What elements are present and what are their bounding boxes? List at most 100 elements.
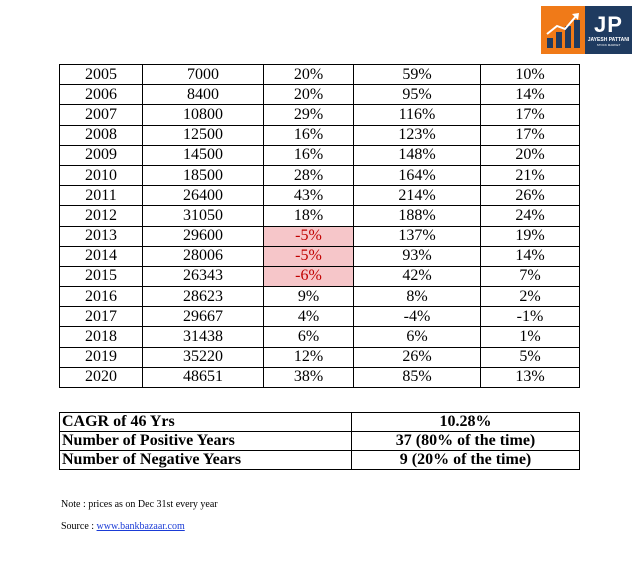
table-row: 2007 10800 29% 116% 17% — [59, 104, 580, 126]
table-row: 2019 35220 12% 26% 5% — [59, 346, 580, 368]
change-cell: 9% — [263, 286, 354, 308]
change-cell: -5% — [263, 245, 354, 267]
annualized-cell: 5% — [480, 346, 580, 368]
brand-logo: JP JAYESH PATTANI STOCK MARKET — [541, 6, 632, 54]
return-cell: 93% — [353, 245, 481, 267]
return-cell: -4% — [353, 306, 481, 328]
table-row: 2018 31438 6% 6% 1% — [59, 326, 580, 348]
annualized-cell: -1% — [480, 306, 580, 328]
change-cell: 18% — [263, 205, 354, 227]
annualized-cell: 26% — [480, 185, 580, 207]
change-cell: 38% — [263, 366, 354, 389]
year-cell: 2019 — [59, 346, 143, 368]
return-cell: 6% — [353, 326, 481, 348]
annualized-cell: 7% — [480, 265, 580, 288]
annualized-cell: 24% — [480, 205, 580, 227]
change-cell: 4% — [263, 306, 354, 328]
table-row: 2020 48651 38% 85% 13% — [59, 366, 580, 389]
return-cell: 214% — [353, 185, 481, 207]
annualized-cell: 14% — [480, 245, 580, 267]
summary-label: Number of Positive Years — [59, 431, 352, 451]
summary-label: CAGR of 46 Yrs — [59, 412, 352, 432]
price-cell: 29600 — [142, 225, 264, 247]
return-cell: 137% — [353, 225, 481, 247]
table-row: 2005 7000 20% 59% 10% — [59, 63, 580, 86]
change-cell: -5% — [263, 225, 354, 247]
year-cell: 2013 — [59, 225, 143, 247]
change-cell: 16% — [263, 124, 354, 146]
summary-value: 9 (20% of the time) — [351, 450, 580, 470]
source-link[interactable]: www.bankbazaar.com — [96, 521, 185, 532]
annualized-cell: 2% — [480, 286, 580, 308]
return-cell: 85% — [353, 366, 481, 389]
price-cell: 48651 — [142, 366, 264, 389]
yearly-returns-table: 2005 7000 20% 59% 10% 2006 8400 20% 95% 14% 2007 10… — [59, 63, 580, 389]
year-cell: 2018 — [59, 326, 143, 348]
logo-wordmark: JP JAYESH PATTANI STOCK MARKET — [585, 6, 632, 54]
return-cell: 42% — [353, 265, 481, 288]
year-cell: 2010 — [59, 164, 143, 187]
price-cell: 7000 — [142, 63, 264, 86]
change-cell: 20% — [263, 63, 354, 86]
summary-row-cagr: CAGR of 46 Yrs 10.28% — [59, 412, 580, 432]
price-cell: 12500 — [142, 124, 264, 146]
price-cell: 8400 — [142, 84, 264, 106]
summary-label: Number of Negative Years — [59, 450, 352, 470]
change-cell: 28% — [263, 164, 354, 187]
annualized-cell: 20% — [480, 144, 580, 166]
return-cell: 188% — [353, 205, 481, 227]
table-row: 2012 31050 18% 188% 24% — [59, 205, 580, 227]
summary-value: 37 (80% of the time) — [351, 431, 580, 451]
change-cell: -6% — [263, 265, 354, 288]
return-cell: 148% — [353, 144, 481, 166]
change-cell: 12% — [263, 346, 354, 368]
logo-initials: JP — [594, 11, 623, 37]
year-cell: 2005 — [59, 63, 143, 86]
table-row: 2006 8400 20% 95% 14% — [59, 84, 580, 106]
table-row: 2013 29600 -5% 137% 19% — [59, 225, 580, 247]
table-row: 2016 28623 9% 8% 2% — [59, 286, 580, 308]
year-cell: 2011 — [59, 185, 143, 207]
table-row: 2011 26400 43% 214% 26% — [59, 185, 580, 207]
return-cell: 95% — [353, 84, 481, 106]
return-cell: 59% — [353, 63, 481, 86]
return-cell: 116% — [353, 104, 481, 126]
price-cell: 31438 — [142, 326, 264, 348]
year-cell: 2014 — [59, 245, 143, 267]
change-cell: 16% — [263, 144, 354, 166]
price-cell: 18500 — [142, 164, 264, 187]
yearly-returns-body: 2005 7000 20% 59% 10% 2006 8400 20% 95% 14% 2007 10… — [59, 63, 580, 389]
year-cell: 2009 — [59, 144, 143, 166]
footnote: Note : prices as on Dec 31st every year — [61, 499, 218, 510]
source-line: Source : www.bankbazaar.com — [61, 521, 185, 533]
annualized-cell: 1% — [480, 326, 580, 348]
return-cell: 123% — [353, 124, 481, 146]
change-cell: 20% — [263, 84, 354, 106]
change-cell: 43% — [263, 185, 354, 207]
year-cell: 2020 — [59, 366, 143, 389]
table-row: 2008 12500 16% 123% 17% — [59, 124, 580, 146]
source-label: Source : — [61, 521, 97, 532]
annualized-cell: 13% — [480, 366, 580, 389]
annualized-cell: 17% — [480, 124, 580, 146]
return-cell: 164% — [353, 164, 481, 187]
annualized-cell: 19% — [480, 225, 580, 247]
change-cell: 29% — [263, 104, 354, 126]
table-row: 2017 29667 4% -4% -1% — [59, 306, 580, 328]
table-row: 2010 18500 28% 164% 21% — [59, 164, 580, 187]
price-cell: 29667 — [142, 306, 264, 328]
table-row: 2009 14500 16% 148% 20% — [59, 144, 580, 166]
price-cell: 31050 — [142, 205, 264, 227]
annualized-cell: 10% — [480, 63, 580, 86]
logo-name: JAYESH PATTANI — [587, 36, 630, 43]
table-row: 2014 28006 -5% 93% 14% — [59, 245, 580, 267]
year-cell: 2006 — [59, 84, 143, 106]
price-cell: 26343 — [142, 265, 264, 288]
year-cell: 2008 — [59, 124, 143, 146]
summary-table: CAGR of 46 Yrs 10.28% Number of Positive… — [59, 412, 580, 470]
summary-row-negative-years: Number of Negative Years 9 (20% of the t… — [59, 450, 580, 470]
annualized-cell: 14% — [480, 84, 580, 106]
annualized-cell: 21% — [480, 164, 580, 187]
price-cell: 28006 — [142, 245, 264, 267]
year-cell: 2015 — [59, 265, 143, 288]
